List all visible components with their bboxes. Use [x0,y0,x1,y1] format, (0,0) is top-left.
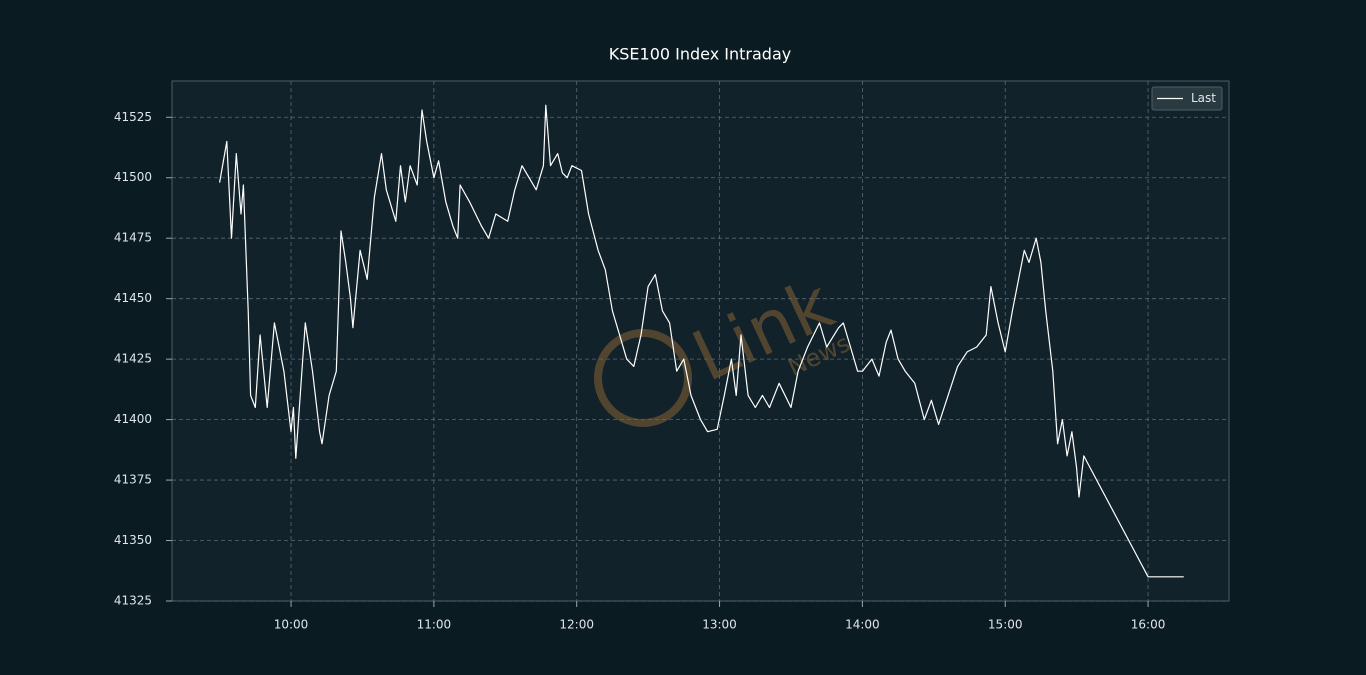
y-tick-label: 41400 [114,412,152,426]
y-tick-label: 41425 [114,352,152,366]
line-series [219,104,1184,578]
legend-label: Last [1191,91,1216,105]
x-tick-label: 13:00 [702,618,737,632]
x-tick-label: 15:00 [988,618,1023,632]
chart-title: KSE100 Index Intraday [609,45,791,64]
y-tick-label: 41450 [114,291,152,305]
y-tick-label: 41500 [114,170,152,184]
x-tick-label: 12:00 [559,618,594,632]
y-tick-label: 41375 [114,473,152,487]
x-tick-label: 16:00 [1131,618,1166,632]
y-tick-label: 41325 [114,594,152,608]
plot-area [171,80,1230,602]
x-tick-label: 11:00 [417,618,452,632]
y-tick-label: 41525 [114,110,152,124]
y-tick-label: 41475 [114,231,152,245]
x-tick-label: 14:00 [845,618,880,632]
x-tick-label: 10:00 [274,618,309,632]
legend-box [1151,86,1223,111]
y-tick-label: 41350 [114,533,152,547]
